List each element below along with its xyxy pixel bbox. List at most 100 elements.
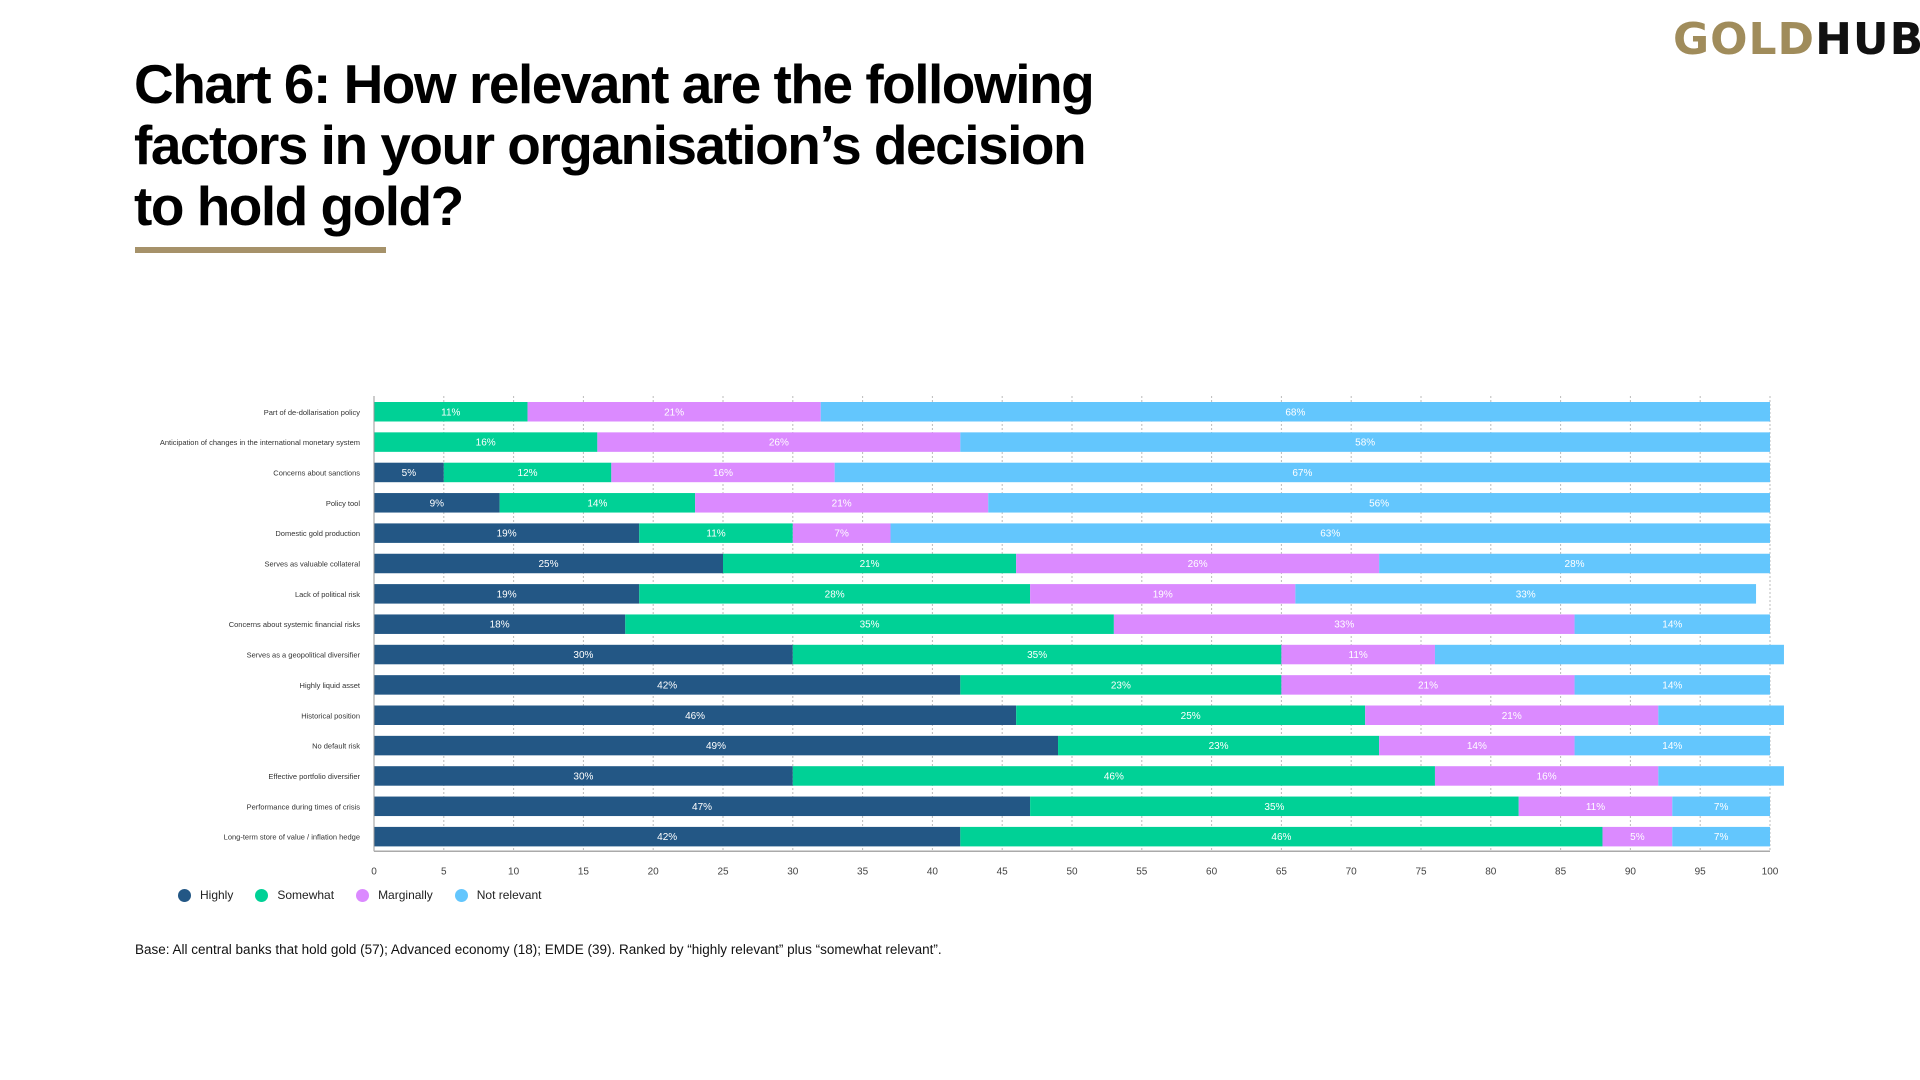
- bar-segment-highly: [374, 675, 961, 695]
- bars: 11% 21% 68% 16% 26% 58% 5% 12% 16% 67% 9% 14% 21% 56%…: [374, 402, 1784, 847]
- bar-segment-not-relevant: [1434, 644, 1784, 665]
- x-tick-label: 0: [371, 866, 377, 877]
- x-tick-label: 85: [1555, 866, 1567, 877]
- category-label: Highly liquid asset: [300, 681, 361, 690]
- x-tick-label: 50: [1066, 866, 1078, 877]
- x-tick-label: 30: [787, 866, 799, 877]
- bar-data-label: 23%: [1111, 680, 1131, 691]
- bar-segment-somewhat: [1058, 735, 1380, 756]
- bar-segment-somewhat: [625, 614, 1114, 634]
- x-tick-label: 75: [1415, 866, 1427, 877]
- bar-data-label: 28%: [825, 589, 845, 600]
- bar-data-label: 12%: [518, 468, 538, 479]
- bar-data-label: 46%: [1104, 771, 1124, 782]
- bar-data-label: 11%: [706, 529, 725, 540]
- bar-segment-highly: [374, 735, 1059, 756]
- bar-segment-highly: [374, 462, 444, 483]
- bar-data-label: 58%: [1355, 438, 1375, 449]
- x-tick-label: 100: [1762, 866, 1779, 877]
- legend-swatch-icon: [178, 888, 191, 902]
- bar-data-label: 33%: [1516, 589, 1536, 600]
- logo-gold-text: GOLD: [1673, 14, 1816, 65]
- bar-segment-highly: [374, 796, 1031, 817]
- bar-data-label: 26%: [1188, 559, 1208, 570]
- bar-data-label: 5%: [1630, 832, 1645, 843]
- bar-segment-marginally: [1113, 614, 1575, 634]
- bar-data-label: 21%: [832, 498, 852, 509]
- bar-data-label: 63%: [1320, 529, 1340, 540]
- bar-data-label: 11%: [1586, 802, 1605, 813]
- category-label: Concerns about sanctions: [273, 468, 360, 477]
- bar-segment-not-relevant: [820, 402, 1770, 422]
- bar-segment-highly: [374, 705, 1017, 725]
- bar-data-label: 21%: [1418, 680, 1438, 691]
- bar-data-label: 5%: [402, 468, 417, 479]
- bar-data-label: 42%: [657, 832, 677, 843]
- category-label: Historical position: [301, 711, 360, 720]
- legend-label: Not relevant: [476, 888, 542, 902]
- legend-label: Highly: [200, 888, 234, 902]
- bar-data-label: 7%: [1714, 802, 1729, 813]
- category-label: Part of de-dollarisation policy: [264, 408, 361, 417]
- x-tick-label: 35: [857, 866, 869, 877]
- x-tick-label: 45: [997, 866, 1009, 877]
- bar-segment-highly: [374, 766, 793, 786]
- bar-segment-somewhat: [792, 766, 1435, 786]
- bar-data-label: 35%: [860, 620, 880, 631]
- x-tick-label: 55: [1136, 866, 1148, 877]
- legend-swatch-icon: [454, 888, 468, 902]
- bar-segment-somewhat: [639, 584, 1031, 604]
- bar-data-label: 35%: [1264, 802, 1284, 813]
- bar-data-label: 21%: [860, 559, 880, 570]
- bar-data-label: 11%: [441, 407, 460, 418]
- x-tick-label: 80: [1485, 866, 1497, 877]
- bar-segment-somewhat: [374, 432, 598, 452]
- stacked-bar-chart: 11% 21% 68% 16% 26% 58% 5% 12% 16% 67% 9% 14% 21% 56%…: [160, 396, 1784, 877]
- bar-data-label: 14%: [587, 498, 607, 509]
- bar-segment-highly: [374, 826, 961, 847]
- legend-item: Not relevant: [454, 888, 542, 902]
- bar-data-label: 21%: [664, 407, 684, 418]
- bar-data-label: 16%: [476, 438, 496, 449]
- bar-data-label: 67%: [1292, 468, 1312, 479]
- bar-segment-marginally: [695, 493, 989, 513]
- bar-segment-somewhat: [443, 462, 612, 483]
- bar-segment-marginally: [597, 432, 961, 452]
- x-tick-label: 20: [648, 866, 660, 877]
- bar-segment-marginally: [1602, 826, 1673, 847]
- bar-data-label: 14%: [1662, 741, 1682, 752]
- bar-segment-not-relevant: [890, 523, 1770, 543]
- category-label: Effective portfolio diversifier: [268, 772, 360, 781]
- bar-data-label: 26%: [769, 438, 789, 449]
- legend: Highly Somewhat Marginally Not relevant: [178, 888, 541, 902]
- bar-data-label: 19%: [497, 589, 517, 600]
- bar-segment-somewhat: [639, 523, 793, 543]
- bar-data-label: 9%: [430, 498, 445, 509]
- title-underline: [135, 247, 386, 253]
- bar-segment-highly: [374, 644, 793, 665]
- x-tick-label: 5: [441, 866, 447, 877]
- bar-data-label: 16%: [1537, 771, 1557, 782]
- bar-segment-marginally: [1281, 644, 1435, 665]
- bar-data-label: 25%: [538, 559, 558, 570]
- category-label: Performance during times of crisis: [247, 802, 361, 811]
- bar-segment-not-relevant: [1295, 584, 1757, 604]
- bar-segment-somewhat: [499, 493, 696, 513]
- legend-swatch-icon: [356, 888, 370, 902]
- bar-segment-marginally: [792, 523, 891, 543]
- bar-segment-not-relevant: [1379, 553, 1770, 574]
- category-label: Long-term store of value / inflation hed…: [224, 833, 360, 842]
- bar-data-label: 19%: [1153, 589, 1173, 600]
- bar-data-label: 30%: [573, 771, 593, 782]
- x-tick-label: 70: [1346, 866, 1358, 877]
- bar-data-label: 33%: [1334, 620, 1354, 631]
- legend-label: Somewhat: [277, 888, 335, 902]
- bar-segment-marginally: [1434, 766, 1659, 786]
- category-label: Domestic gold production: [275, 529, 360, 538]
- legend-label: Marginally: [378, 888, 433, 902]
- category-label: Serves as a geopolitical diversifier: [247, 651, 361, 660]
- bar-data-label: 14%: [1662, 680, 1682, 691]
- bar-segment-marginally: [1030, 584, 1296, 604]
- bar-segment-somewhat: [1030, 796, 1519, 817]
- bar-data-label: 21%: [1502, 711, 1522, 722]
